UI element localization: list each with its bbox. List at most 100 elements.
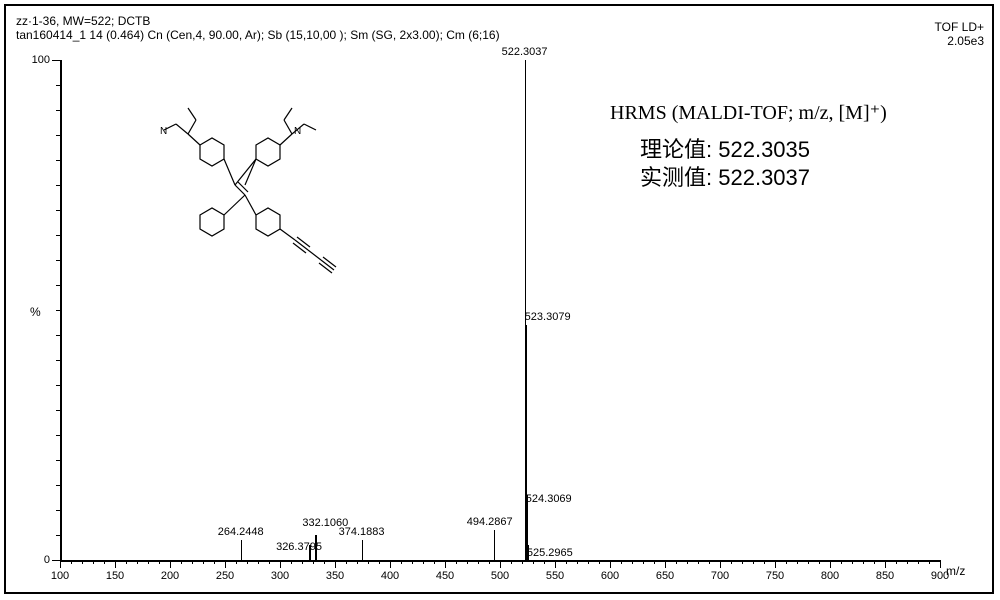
peak-label: 522.3037: [502, 46, 548, 58]
y-minor-tick: [56, 310, 60, 311]
x-tick: [280, 560, 281, 568]
x-minor-tick: [346, 560, 347, 564]
spectrum-peak: [494, 530, 496, 560]
x-minor-tick: [632, 560, 633, 564]
y-minor-tick: [56, 210, 60, 211]
x-minor-tick: [236, 560, 237, 564]
x-minor-tick: [291, 560, 292, 564]
x-minor-tick: [456, 560, 457, 564]
x-minor-tick: [654, 560, 655, 564]
measured-row: 实测值: 522.3037: [640, 160, 810, 192]
x-tick-label: 750: [766, 570, 784, 582]
theory-label: 理论值:: [640, 137, 712, 162]
x-tick: [445, 560, 446, 568]
x-minor-tick: [434, 560, 435, 564]
x-minor-tick: [544, 560, 545, 564]
x-tick: [500, 560, 501, 568]
x-tick-label: 150: [106, 570, 124, 582]
x-minor-tick: [82, 560, 83, 564]
header-top-right: TOF LD+ 2.05e3: [935, 20, 984, 48]
peak-label: 264.2448: [218, 526, 264, 538]
x-minor-tick: [379, 560, 380, 564]
x-minor-tick: [753, 560, 754, 564]
x-tick-label: 200: [161, 570, 179, 582]
y-minor-tick: [56, 435, 60, 436]
y-minor-tick: [56, 460, 60, 461]
hrms-method: HRMS (MALDI-TOF; m/z, [M]⁺): [610, 100, 887, 125]
x-minor-tick: [148, 560, 149, 564]
x-minor-tick: [104, 560, 105, 564]
x-minor-tick: [401, 560, 402, 564]
x-minor-tick: [709, 560, 710, 564]
x-minor-tick: [511, 560, 512, 564]
x-minor-tick: [467, 560, 468, 564]
x-tick-label: 500: [491, 570, 509, 582]
measured-value: 522.3037: [718, 165, 810, 190]
header-line2: tan160414_1 14 (0.464) Cn (Cen,4, 90.00,…: [16, 28, 500, 42]
x-tick-label: 300: [271, 570, 289, 582]
x-minor-tick: [203, 560, 204, 564]
x-tick: [225, 560, 226, 568]
x-minor-tick: [874, 560, 875, 564]
x-minor-tick: [907, 560, 908, 564]
x-tick-label: 350: [326, 570, 344, 582]
peak-label: 494.2867: [467, 516, 513, 528]
x-tick: [720, 560, 721, 568]
x-minor-tick: [599, 560, 600, 564]
y-minor-tick: [56, 285, 60, 286]
x-minor-tick: [423, 560, 424, 564]
x-minor-tick: [368, 560, 369, 564]
peak-label: 524.3069: [526, 493, 572, 505]
x-tick: [830, 560, 831, 568]
y-tick: [52, 60, 60, 61]
x-minor-tick: [137, 560, 138, 564]
x-minor-tick: [159, 560, 160, 564]
x-tick: [115, 560, 116, 568]
x-minor-tick: [357, 560, 358, 564]
x-tick: [60, 560, 61, 568]
x-tick-label: 600: [601, 570, 619, 582]
x-tick: [940, 560, 941, 568]
x-minor-tick: [808, 560, 809, 564]
x-tick-label: 650: [656, 570, 674, 582]
tof-label: TOF LD+: [935, 20, 984, 34]
intensity-scale: 2.05e3: [935, 34, 984, 48]
y-minor-tick: [56, 485, 60, 486]
x-minor-tick: [819, 560, 820, 564]
molecule-structure: N N: [140, 90, 340, 280]
x-minor-tick: [533, 560, 534, 564]
x-tick: [775, 560, 776, 568]
x-minor-tick: [742, 560, 743, 564]
peak-label: 523.3079: [525, 311, 571, 323]
x-tick-label: 400: [381, 570, 399, 582]
y-minor-tick: [56, 535, 60, 536]
x-tick-label: 100: [51, 570, 69, 582]
x-minor-tick: [269, 560, 270, 564]
x-minor-tick: [852, 560, 853, 564]
x-minor-tick: [621, 560, 622, 564]
x-minor-tick: [478, 560, 479, 564]
x-minor-tick: [302, 560, 303, 564]
y-tick-label: 100: [26, 54, 50, 66]
x-minor-tick: [192, 560, 193, 564]
x-minor-tick: [258, 560, 259, 564]
y-minor-tick: [56, 85, 60, 86]
y-minor-tick: [56, 510, 60, 511]
y-axis-label: %: [30, 305, 41, 319]
x-tick-label: 800: [821, 570, 839, 582]
peak-label: 525.2965: [527, 547, 573, 559]
x-minor-tick: [929, 560, 930, 564]
x-minor-tick: [214, 560, 215, 564]
y-minor-tick: [56, 260, 60, 261]
y-minor-tick: [56, 160, 60, 161]
x-minor-tick: [687, 560, 688, 564]
x-tick: [555, 560, 556, 568]
x-tick-label: 550: [546, 570, 564, 582]
x-minor-tick: [863, 560, 864, 564]
x-minor-tick: [643, 560, 644, 564]
x-minor-tick: [731, 560, 732, 564]
y-tick-label: 0: [26, 554, 50, 566]
x-minor-tick: [698, 560, 699, 564]
x-minor-tick: [797, 560, 798, 564]
spectrum-peak: [362, 540, 364, 560]
